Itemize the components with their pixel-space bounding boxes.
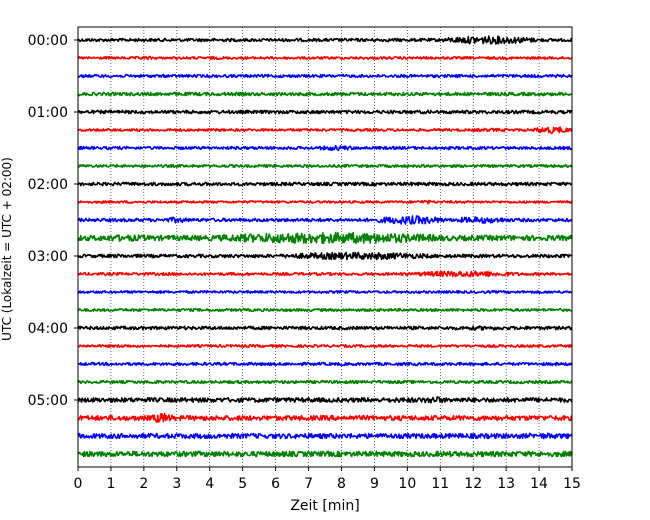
x-tick-label: 6 <box>271 476 280 492</box>
y-tick-label: 04:00 <box>28 321 68 337</box>
x-tick-label: 13 <box>497 476 515 492</box>
y-tick-label: 02:00 <box>28 177 68 193</box>
trace-line <box>77 290 573 294</box>
y-axis-label: UTC (Lokalzeit = UTC + 02:00) <box>0 157 14 341</box>
plot-frame <box>77 26 573 468</box>
trace-line <box>77 361 573 367</box>
x-tick-label: 8 <box>337 476 346 492</box>
x-tick-label: 1 <box>106 476 115 492</box>
trace-line <box>77 325 573 331</box>
trace-line <box>77 432 573 440</box>
trace-line <box>77 55 573 61</box>
x-tick-label: 0 <box>74 476 83 492</box>
trace-line <box>77 215 573 225</box>
trace-line <box>77 199 573 205</box>
trace-line <box>77 251 573 261</box>
trace-line <box>77 35 573 45</box>
trace-line <box>77 145 573 152</box>
x-axis: 0 1 2 3 4 5 6 7 8 9 10 11 12 13 14 15 <box>74 467 581 492</box>
y-axis: 00:00 01:00 02:00 03:00 04:00 05:00 <box>28 33 78 409</box>
x-tick-label: 14 <box>530 476 548 492</box>
trace-line <box>77 91 573 97</box>
trace-line <box>77 231 573 245</box>
trace-line <box>77 73 573 79</box>
traces <box>77 35 573 458</box>
x-axis-label: Zeit [min] <box>290 498 359 514</box>
x-tick-label: 12 <box>464 476 482 492</box>
trace-line <box>77 270 573 278</box>
x-tick-label: 5 <box>238 476 247 492</box>
trace-line <box>77 163 573 169</box>
x-tick-label: 9 <box>370 476 379 492</box>
y-tick-label: 01:00 <box>28 105 68 121</box>
trace-line <box>77 412 573 424</box>
trace-line <box>77 307 573 313</box>
x-tick-label: 4 <box>205 476 214 492</box>
trace-line <box>77 109 573 115</box>
x-tick-label: 7 <box>304 476 313 492</box>
y-tick-label: 03:00 <box>28 249 68 265</box>
trace-line <box>77 379 573 385</box>
trace-line <box>77 450 573 458</box>
grid-lines <box>110 27 540 467</box>
trace-line <box>77 181 573 187</box>
x-tick-label: 2 <box>139 476 148 492</box>
x-tick-label: 10 <box>398 476 416 492</box>
y-tick-label: 00:00 <box>28 33 68 49</box>
x-tick-label: 15 <box>563 476 581 492</box>
x-tick-label: 11 <box>431 476 449 492</box>
x-tick-label: 3 <box>172 476 181 492</box>
y-tick-label: 05:00 <box>28 393 68 409</box>
trace-line <box>77 126 573 135</box>
trace-line <box>77 344 573 349</box>
trace-line <box>77 396 573 404</box>
